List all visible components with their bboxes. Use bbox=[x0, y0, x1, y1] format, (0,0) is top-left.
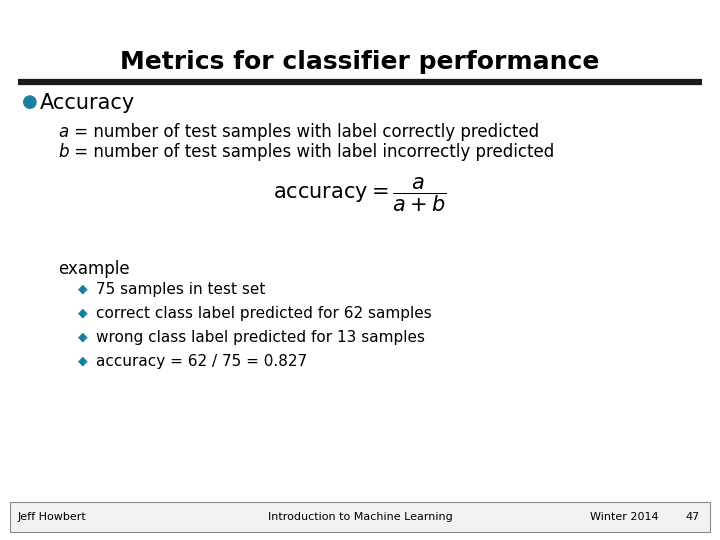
Text: Jeff Howbert: Jeff Howbert bbox=[18, 512, 86, 522]
Text: ◆: ◆ bbox=[78, 282, 88, 295]
Text: ◆: ◆ bbox=[78, 354, 88, 367]
Text: ◆: ◆ bbox=[78, 330, 88, 343]
Text: Winter 2014: Winter 2014 bbox=[590, 512, 659, 522]
FancyBboxPatch shape bbox=[10, 502, 710, 532]
Text: 75 samples in test set: 75 samples in test set bbox=[96, 282, 266, 297]
Text: = number of test samples with label correctly predicted: = number of test samples with label corr… bbox=[69, 123, 539, 141]
Text: Introduction to Machine Learning: Introduction to Machine Learning bbox=[268, 512, 452, 522]
Text: Accuracy: Accuracy bbox=[40, 93, 135, 113]
Text: $a$: $a$ bbox=[58, 123, 69, 141]
Text: example: example bbox=[58, 260, 130, 278]
Text: 47: 47 bbox=[685, 512, 700, 522]
Text: correct class label predicted for 62 samples: correct class label predicted for 62 sam… bbox=[96, 306, 432, 321]
Text: = number of test samples with label incorrectly predicted: = number of test samples with label inco… bbox=[69, 143, 554, 161]
Text: Metrics for classifier performance: Metrics for classifier performance bbox=[120, 50, 600, 74]
Text: ●: ● bbox=[22, 93, 37, 111]
Text: $\mathrm{accuracy} = \dfrac{a}{a+b}$: $\mathrm{accuracy} = \dfrac{a}{a+b}$ bbox=[274, 175, 446, 213]
Text: $b$: $b$ bbox=[58, 143, 70, 161]
Text: wrong class label predicted for 13 samples: wrong class label predicted for 13 sampl… bbox=[96, 330, 425, 345]
Text: ◆: ◆ bbox=[78, 306, 88, 319]
Text: accuracy = 62 / 75 = 0.827: accuracy = 62 / 75 = 0.827 bbox=[96, 354, 307, 369]
